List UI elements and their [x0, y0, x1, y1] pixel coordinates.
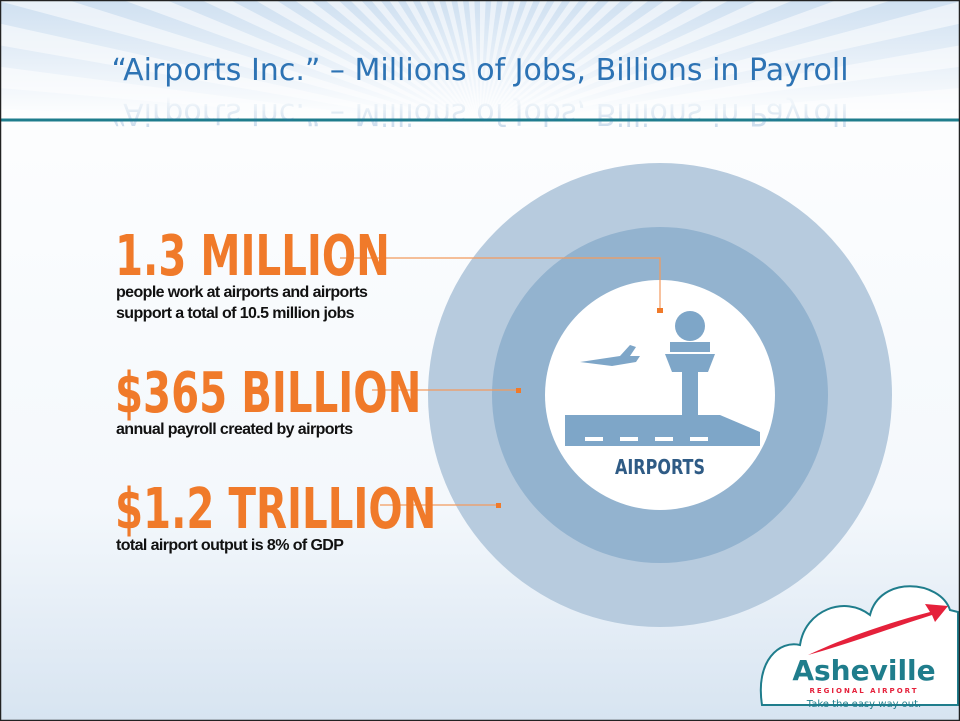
title-reflection: “Airports Inc.” – Millions of Jobs, Bill…	[111, 96, 848, 131]
stat-headline: $365 BILLION	[115, 360, 421, 425]
center-label: AIRPORTS	[615, 456, 705, 479]
ray	[480, 0, 794, 130]
ray	[480, 0, 600, 130]
title: “Airports Inc.” – Millions of Jobs, Bill…	[111, 53, 848, 88]
ray	[480, 0, 650, 130]
connectors	[340, 257, 661, 506]
ray	[445, 0, 480, 130]
logo-name: Asheville	[792, 654, 935, 687]
stat-description: annual payroll created by airports	[116, 421, 353, 438]
ray	[480, 0, 509, 130]
airport-icon	[565, 311, 760, 446]
terminal-windows	[585, 437, 708, 441]
ray	[480, 45, 960, 130]
ray	[388, 0, 480, 130]
logo-tagline: Take the easy way out.	[806, 699, 921, 710]
ray	[419, 0, 480, 130]
ray	[0, 0, 480, 130]
ray	[370, 0, 480, 130]
stat-description: total airport output is 8% of GDP	[116, 537, 344, 554]
stat-description: people work at airports and airports	[116, 284, 368, 301]
ray	[480, 0, 685, 130]
ray	[480, 0, 580, 130]
ray	[0, 23, 480, 130]
ray	[480, 0, 563, 130]
ray	[480, 1, 960, 130]
ray	[294, 0, 480, 130]
ray	[480, 0, 622, 130]
ray	[480, 0, 730, 130]
ray	[480, 0, 534, 130]
ray	[480, 0, 498, 130]
ray	[480, 0, 893, 130]
ray	[480, 0, 521, 130]
ray	[480, 88, 960, 130]
logo-subtitle: REGIONAL AIRPORT	[810, 687, 919, 695]
logo-swoosh	[808, 604, 948, 655]
ray	[0, 66, 480, 130]
sunburst	[0, 0, 960, 130]
ray	[468, 0, 480, 130]
stat-headline: $1.2 TRILLION	[115, 476, 436, 541]
logo-cloud	[759, 585, 959, 706]
connector-dots	[496, 308, 663, 508]
inner-circle	[545, 280, 775, 510]
ray	[201, 0, 480, 130]
ray	[122, 0, 480, 130]
stat-description: support a total of 10.5 million jobs	[116, 305, 355, 322]
ray	[480, 0, 548, 130]
ray	[480, 0, 486, 130]
ray	[432, 0, 480, 130]
ray	[254, 0, 480, 130]
stat-headline: 1.3 MILLION	[115, 223, 390, 288]
ray	[457, 0, 480, 130]
